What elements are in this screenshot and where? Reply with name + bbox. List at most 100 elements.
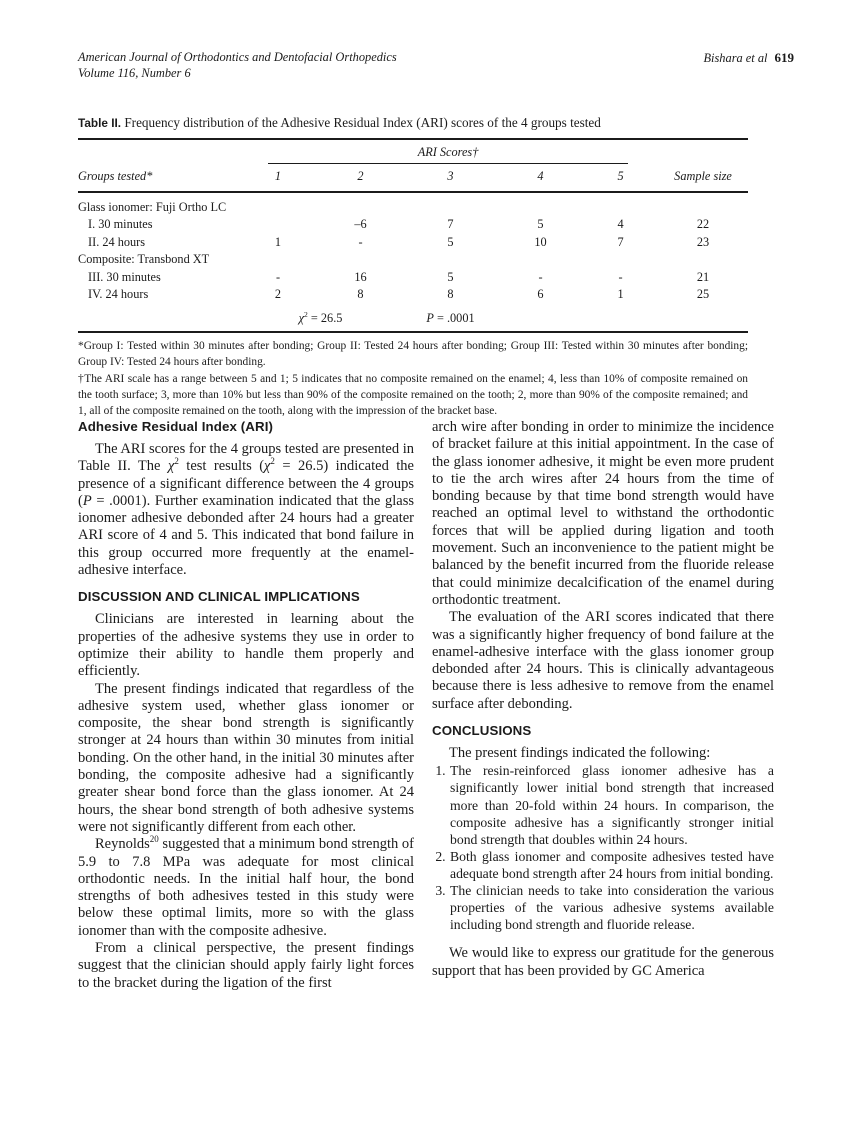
table-cell: 7 (447, 217, 454, 232)
journal-title: American Journal of Orthodontics and Den… (78, 50, 397, 64)
table-cell (658, 303, 748, 332)
row-label: I. 30 minutes (88, 217, 153, 232)
col-header-score-4: 4 (537, 169, 544, 183)
row-label: Glass ionomer: Fuji Ortho LC (78, 200, 227, 214)
table-cell (498, 303, 583, 332)
table-cell (583, 303, 658, 332)
table-cell (498, 251, 583, 268)
table-row: I. 30 minutes –6 7 5 4 22 (78, 216, 748, 233)
table-cell: ARI Scores† (238, 139, 658, 164)
table-cell: 1 (617, 286, 624, 301)
running-head: American Journal of Orthodontics and Den… (78, 50, 794, 81)
row-label: Composite: Transbond XT (78, 252, 210, 267)
authors-label: Bishara et al (703, 51, 768, 65)
chi-square-value: χ2 = 26.5 (238, 303, 403, 332)
col-header-sample-size: Sample size (674, 169, 732, 183)
paragraph-findings-intro: The present findings indicated the follo… (449, 745, 711, 762)
table-cell: 10 (534, 234, 547, 249)
chi-symbol: χ (167, 458, 175, 475)
col-header-score-3: 3 (447, 169, 454, 183)
table-cell: 1 (274, 234, 282, 249)
table-cell (658, 139, 748, 164)
table-title: Table II. Frequency distribution of the … (78, 115, 748, 131)
span-header-row: ARI Scores† (78, 139, 748, 164)
paragraph-ari-evaluation: The evaluation of the ARI scores indicat… (432, 609, 774, 712)
page-number: 619 (774, 50, 795, 65)
conclusions-list: The resin-reinforced glass ionomer adhes… (432, 762, 774, 933)
col-header-groups: Groups tested* (78, 169, 153, 183)
chi-result: = 26.5 (307, 311, 343, 326)
section-heading-conclusions: CONCLUSIONS (432, 723, 532, 739)
table-footnotes: *Group I: Tested within 30 minutes after… (78, 338, 748, 419)
p-value: P = .0001 (403, 303, 498, 332)
chi-exponent: 2 (304, 309, 308, 319)
list-item: The clinician needs to take into conside… (449, 882, 774, 933)
table-cell (498, 192, 583, 216)
table-cell: 5 (447, 269, 454, 284)
table-cell (583, 251, 658, 268)
table-2-block: Table II. Frequency distribution of the … (78, 115, 749, 420)
table-cell (658, 251, 748, 268)
citation-superscript: 20 (149, 834, 159, 845)
table-cell (318, 192, 403, 216)
table-cell: 8 (357, 286, 364, 301)
chi-symbol: χ (264, 458, 271, 475)
table-cell: 25 (696, 286, 710, 301)
table-cell: 22 (696, 217, 710, 232)
p-symbol: P (82, 492, 92, 509)
table-cell: 16 (354, 269, 367, 284)
paragraph-reynolds: Reynolds20 suggested that a minimum bond… (78, 834, 414, 939)
paragraph-clinicians: Clinicians are interested in learning ab… (78, 611, 414, 680)
journal-identification: American Journal of Orthodontics and Den… (78, 50, 397, 81)
right-column: arch wire after bonding in order to mini… (432, 419, 774, 992)
table-cell: - (538, 269, 543, 284)
table-cell (238, 216, 318, 233)
section-heading-ari: Adhesive Residual Index (ARI) (78, 419, 274, 434)
left-column: Adhesive Residual Index (ARI) The ARI sc… (78, 419, 414, 992)
table-cell (78, 139, 238, 164)
paragraph-acknowledgment: We would like to express our gratitude f… (432, 945, 774, 979)
table-cell (403, 251, 498, 268)
list-item: The resin-reinforced glass ionomer adhes… (449, 762, 774, 847)
table-cell: - (275, 269, 281, 284)
column-header-row: Groups tested* 1 2 3 4 5 Sample size (78, 164, 748, 192)
table-cell (583, 192, 658, 216)
table-cell: - (358, 234, 363, 249)
journal-volume: Volume 116, Number 6 (78, 65, 191, 80)
chi-symbol: χ (298, 311, 304, 326)
table-cell (78, 303, 238, 332)
col-header-score-2: 2 (357, 169, 364, 183)
p-symbol: P (426, 311, 434, 326)
table-cell (238, 251, 318, 268)
table-cell: 5 (447, 234, 454, 249)
table-cell: 2 (274, 286, 282, 301)
ari-scores-span-header: ARI Scores† (268, 145, 629, 164)
table-cell: 21 (696, 269, 710, 284)
paragraph-archwire-continuation: arch wire after bonding in order to mini… (432, 419, 774, 608)
p-result: = .0001 (433, 311, 475, 326)
table-cell (403, 192, 498, 216)
author-page-ref: Bishara et al 619 (703, 50, 794, 67)
col-header-score-1: 1 (274, 169, 282, 183)
table-row: Composite: Transbond XT (78, 251, 748, 268)
table-label: Table II. (78, 116, 122, 130)
article-body: Adhesive Residual Index (ARI) The ARI sc… (78, 419, 774, 992)
section-heading-discussion: DISCUSSION AND CLINICAL IMPLICATIONS (78, 589, 360, 605)
row-label: III. 30 minutes (88, 269, 161, 284)
table-cell: 23 (696, 234, 710, 249)
paragraph-clinical-perspective: From a clinical perspective, the present… (78, 940, 414, 991)
table-body: Glass ionomer: Fuji Ortho LC I. 30 minut… (78, 192, 748, 332)
paragraph-ari-results: The ARI scores for the 4 groups tested a… (78, 441, 414, 579)
table-row: Glass ionomer: Fuji Ortho LC (78, 192, 748, 216)
row-label: IV. 24 hours (88, 286, 149, 301)
statistics-row: χ2 = 26.5 P = .0001 (78, 303, 748, 332)
table-cell: –6 (354, 217, 367, 232)
table-cell: 5 (537, 217, 544, 232)
list-item: Both glass ionomer and composite adhesiv… (449, 848, 774, 882)
table-cell (318, 251, 403, 268)
paragraph-present-findings: The present findings indicated that rega… (78, 680, 414, 835)
table-cell: 6 (537, 286, 544, 301)
table-cell: - (618, 269, 623, 284)
col-header-score-5: 5 (617, 169, 624, 183)
